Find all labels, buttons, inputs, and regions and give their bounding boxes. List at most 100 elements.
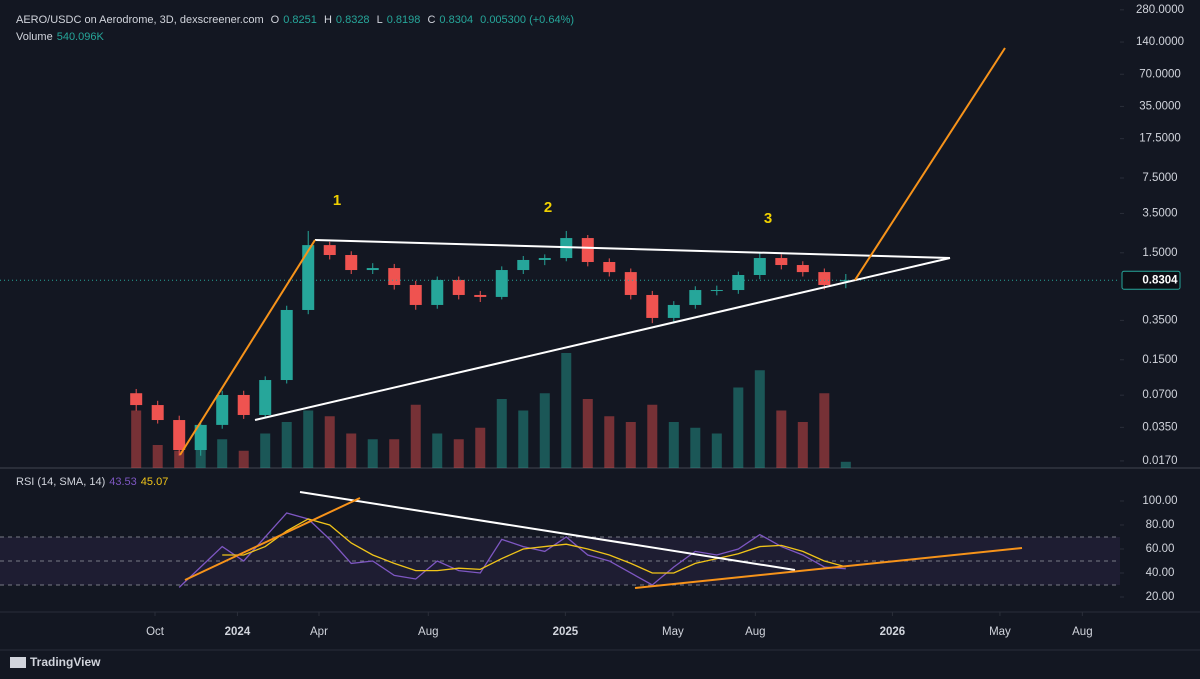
- symbol-legend: AERO/USDC on Aerodrome, 3D, dexscreener.…: [16, 14, 578, 26]
- volume-bar: [840, 461, 851, 468]
- x-tick-label: 2026: [880, 626, 906, 638]
- price-pane: 280.0000 140.0000 70.0000 35.0000 17.5000 7.5…: [0, 4, 1184, 468]
- volume-bar: [754, 370, 765, 468]
- trend-lines: [179, 47, 1023, 589]
- candle-body: [388, 268, 401, 285]
- candle-body: [237, 394, 250, 415]
- y-tick-label: 20.00: [1146, 591, 1175, 603]
- candle-body: [409, 284, 422, 305]
- x-tick-label: Aug: [745, 626, 765, 638]
- volume-bar: [432, 433, 443, 468]
- logo-icon: [10, 657, 26, 668]
- candle-body: [495, 270, 508, 297]
- candle-body: [517, 259, 530, 271]
- volume-bar: [539, 393, 550, 468]
- volume-bar: [733, 387, 744, 468]
- volume-bar: [819, 393, 830, 468]
- y-tick-label: 80.00: [1146, 519, 1175, 531]
- candle-body: [151, 405, 164, 421]
- candle-body: [194, 424, 207, 451]
- volume-bar: [604, 416, 615, 468]
- candle-body: [732, 274, 745, 291]
- volume-bar: [496, 399, 507, 468]
- y-tick-label: 0.3500: [1142, 314, 1177, 326]
- candle-body: [646, 294, 659, 318]
- y-tick-label: 100.00: [1142, 495, 1177, 507]
- trend-line: [314, 239, 951, 259]
- x-tick-label: Oct: [146, 626, 165, 638]
- candle-body: [216, 394, 229, 425]
- candle-body: [345, 255, 358, 271]
- y-tick-label: 140.0000: [1136, 36, 1184, 48]
- volume-bar: [195, 447, 206, 468]
- candle-body: [452, 279, 465, 295]
- volume-bar: [238, 450, 249, 468]
- rsi-line: [222, 518, 846, 574]
- candle-body: [603, 262, 616, 273]
- x-tick-label: Aug: [1072, 626, 1092, 638]
- y-tick-label: 0.1500: [1142, 354, 1177, 366]
- volume-bar: [303, 410, 314, 468]
- x-tick-label: May: [989, 626, 1011, 638]
- candle-body: [753, 258, 766, 275]
- volume-bar: [797, 422, 808, 468]
- y-tick-label: 7.5000: [1142, 172, 1177, 184]
- x-tick-label: Apr: [310, 626, 328, 638]
- trend-line: [854, 47, 1006, 281]
- candle-body: [474, 294, 487, 297]
- candle-body: [775, 258, 788, 266]
- ohlc-value: 0.8251: [283, 14, 317, 26]
- trend-line: [634, 547, 1023, 589]
- brand[interactable]: TradingView: [30, 655, 101, 669]
- candle-body: [259, 380, 272, 415]
- wave-label: 1: [333, 192, 341, 209]
- ohlc-key: H: [323, 14, 332, 26]
- trend-line: [179, 239, 316, 456]
- y-tick-label: 0.0350: [1142, 421, 1177, 433]
- volume-bar: [131, 410, 142, 468]
- x-tick-label: 2025: [553, 626, 579, 638]
- candle-body: [710, 290, 723, 292]
- candle-body: [624, 272, 637, 295]
- change: 0.005300 (+0.64%): [480, 14, 575, 26]
- ohlc-value: 0.8328: [335, 14, 370, 26]
- y-tick-label: 0.0700: [1142, 389, 1177, 401]
- wave-label: 2: [544, 199, 552, 216]
- y-tick-label: 40.00: [1146, 567, 1175, 579]
- x-tick-label: May: [662, 626, 684, 638]
- rsi-legend: RSI (14, SMA, 14) 43.53 45.07: [16, 476, 172, 488]
- volume-label: Volume: [16, 31, 53, 43]
- volume-bar: [346, 433, 357, 468]
- y-tick-label: 70.0000: [1139, 68, 1181, 80]
- candle-body: [323, 245, 336, 256]
- volume-bar: [152, 445, 163, 468]
- symbol: AERO/USDC on Aerodrome, 3D, dexscreener.…: [16, 14, 264, 26]
- ohlc-key: O: [270, 14, 280, 26]
- candle-body: [796, 265, 809, 273]
- y-tick-label: 60.00: [1146, 543, 1175, 555]
- volume-bar: [647, 404, 658, 468]
- y-tick-label: 17.5000: [1139, 133, 1181, 145]
- y-tick-label: 3.5000: [1142, 207, 1177, 219]
- volume-bar: [518, 410, 529, 468]
- trend-line: [254, 257, 951, 421]
- trend-line: [184, 497, 361, 581]
- volume-bar: [324, 416, 335, 468]
- sma-value: 45.07: [140, 476, 169, 488]
- candle-body: [839, 280, 852, 282]
- candle-body: [173, 420, 186, 451]
- volume-bar: [776, 410, 787, 468]
- trend-line: [299, 491, 796, 571]
- volume-bar: [690, 427, 701, 468]
- volume-bar: [582, 399, 593, 468]
- volume-bar: [410, 404, 421, 468]
- candle-body: [538, 258, 551, 260]
- volume-bar: [174, 450, 185, 468]
- volume-bar: [453, 439, 464, 468]
- candle-body: [667, 304, 680, 318]
- volume-bar: [668, 422, 679, 468]
- y-tick-label: 1.5000: [1142, 247, 1177, 259]
- volume-bar: [389, 439, 400, 468]
